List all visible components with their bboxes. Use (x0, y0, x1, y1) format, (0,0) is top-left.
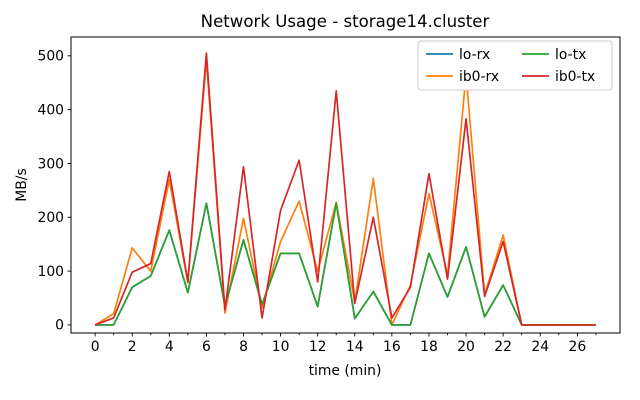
x-tick-label: 8 (239, 339, 248, 355)
x-tick-label: 10 (272, 339, 290, 355)
legend-label-ib0-rx: ib0-rx (459, 69, 499, 85)
x-tick-label: 4 (165, 339, 174, 355)
chart-title: Network Usage - storage14.cluster (201, 12, 490, 31)
y-tick-label: 200 (37, 210, 64, 226)
legend-box (417, 40, 613, 91)
y-tick-label: 400 (37, 102, 64, 118)
y-tick-label: 500 (37, 49, 64, 65)
y-tick-label: 300 (37, 156, 64, 172)
x-tick-label: 24 (531, 339, 549, 355)
x-tick-label: 22 (494, 339, 512, 355)
y-tick-label: 100 (37, 264, 64, 280)
y-tick-label: 0 (55, 318, 64, 334)
axes-spines (70, 36, 621, 334)
y-axis-label: MB/s (14, 168, 30, 201)
legend-label-lo-rx: lo-rx (459, 47, 490, 63)
x-tick-label: 18 (420, 339, 438, 355)
x-tick-label: 0 (91, 339, 100, 355)
x-tick-label: 12 (309, 339, 327, 355)
x-tick-label: 26 (568, 339, 586, 355)
legend-label-lo-tx: lo-tx (555, 47, 586, 63)
series-line-ib0-tx (94, 52, 596, 326)
x-tick-label: 6 (202, 339, 211, 355)
x-tick-label: 20 (457, 339, 475, 355)
x-tick-label: 16 (383, 339, 401, 355)
legend-label-ib0-tx: ib0-tx (555, 69, 595, 85)
series-line-lo-tx (95, 202, 596, 326)
x-axis-label: time (min) (309, 363, 382, 379)
x-tick-label: 2 (128, 339, 137, 355)
x-tick-label: 14 (346, 339, 364, 355)
